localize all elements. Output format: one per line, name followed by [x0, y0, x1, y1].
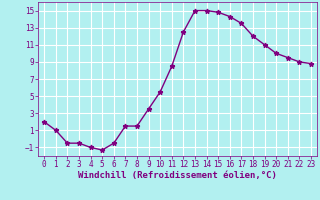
X-axis label: Windchill (Refroidissement éolien,°C): Windchill (Refroidissement éolien,°C): [78, 171, 277, 180]
